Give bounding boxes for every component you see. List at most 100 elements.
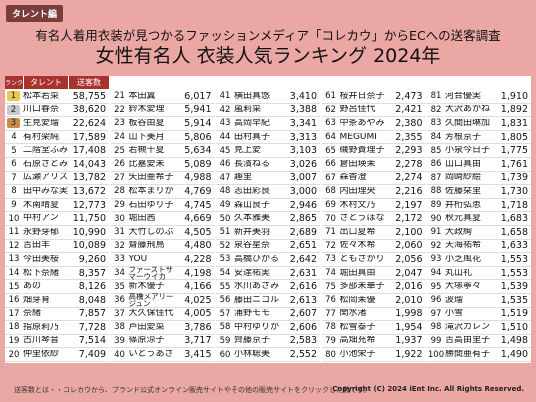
count: 3,103 bbox=[289, 145, 317, 157]
talent-name: 中条あやみ bbox=[339, 118, 385, 128]
talent-name: 二階堂ふみ bbox=[23, 146, 68, 156]
talent-name: 大久保佳代子 bbox=[128, 309, 174, 319]
table-row: 79 高畑充希 1,937 bbox=[321, 335, 426, 349]
count: 2,651 bbox=[289, 240, 317, 252]
rank: 32 bbox=[114, 240, 125, 251]
table-row: 42 嵐莉菜 3,388 bbox=[216, 104, 320, 118]
table-row: 91 大政絢 1,658 bbox=[427, 226, 531, 240]
table-row: 73ともさかりえ 2,056 bbox=[321, 253, 426, 267]
rank: 47 bbox=[219, 172, 231, 183]
rank: 48 bbox=[219, 186, 231, 197]
rank: 74 bbox=[325, 268, 336, 279]
table-row: 46 長濱ねる 3,026 bbox=[216, 158, 320, 172]
rank: 9 bbox=[11, 200, 17, 211]
count: 4,480 bbox=[184, 240, 212, 252]
rank: 68 bbox=[325, 186, 336, 197]
count: 13,672 bbox=[72, 185, 106, 197]
talent-name: 高岡早紀 bbox=[234, 118, 271, 128]
talent-name: 滝沢カレン bbox=[445, 322, 490, 332]
count: 5,914 bbox=[184, 117, 212, 129]
count: 1,775 bbox=[500, 145, 528, 157]
rank: 84 bbox=[430, 132, 442, 143]
rank: 41 bbox=[219, 91, 231, 102]
table-row: 10 中村アン 11,750 bbox=[5, 212, 109, 226]
rank: 33 bbox=[114, 254, 125, 265]
count: 8,126 bbox=[78, 281, 106, 293]
table-row: 66 倉田瑛茉 2,278 bbox=[321, 158, 426, 172]
talent-name: 矢田亜希子 bbox=[128, 173, 174, 183]
talent-name: 倉田瑛茉 bbox=[339, 159, 376, 169]
talent-name: 横田真悠 bbox=[234, 91, 271, 101]
rank: 44 bbox=[219, 132, 231, 143]
count: 4,745 bbox=[184, 199, 212, 211]
table-row: 50 久本雅美 2,865 bbox=[216, 212, 320, 226]
talent-name: 見上愛 bbox=[234, 146, 262, 156]
count: 3,717 bbox=[184, 335, 212, 347]
talent-name: 比嘉愛未 bbox=[128, 159, 165, 169]
rank: 54 bbox=[219, 268, 231, 279]
table-row: 5 二階堂ふみ 17,408 bbox=[5, 144, 109, 158]
count: 1,490 bbox=[500, 349, 528, 361]
table-row: 60 小林聡美 2,552 bbox=[216, 348, 320, 362]
count: 2,421 bbox=[395, 104, 423, 116]
talent-name: 高畑充希 bbox=[339, 336, 376, 346]
table-row: 99 吉高由里子 1,498 bbox=[427, 335, 531, 349]
rank: 12 bbox=[8, 240, 20, 251]
rank: 63 bbox=[325, 118, 336, 129]
table-row: 40いとうあさこ 3,415 bbox=[110, 348, 215, 362]
table-row: 98 滝沢カレン 1,510 bbox=[427, 321, 531, 335]
rank: 31 bbox=[114, 227, 125, 238]
rank: 91 bbox=[430, 227, 442, 238]
talent-name: ともさかりえ bbox=[339, 254, 385, 264]
count: 10,990 bbox=[72, 226, 106, 238]
rank: 86 bbox=[430, 159, 442, 170]
count: 4,005 bbox=[184, 308, 212, 320]
table-row: 39 篠原涼子 3,717 bbox=[110, 335, 215, 349]
count: 4,228 bbox=[184, 253, 212, 265]
table-row: 90 秋元真夏 1,683 bbox=[427, 212, 531, 226]
talent-name: 吉田羊 bbox=[23, 241, 51, 251]
count: 2,607 bbox=[289, 308, 317, 320]
rank: 75 bbox=[325, 281, 336, 292]
table-row: 33 YOU 4,228 bbox=[110, 253, 215, 267]
talent-name: 山下美月 bbox=[128, 132, 165, 142]
talent-name: 多部未華子 bbox=[339, 282, 385, 292]
rank: 82 bbox=[430, 104, 442, 115]
count: 4,769 bbox=[184, 185, 212, 197]
talent-name: さとうほなみ bbox=[339, 214, 385, 224]
talent-name: 大政絢 bbox=[445, 227, 473, 237]
rank: 13 bbox=[8, 254, 20, 265]
table-row: 29 石田ゆり子 4,745 bbox=[110, 199, 215, 213]
talent-name: 磯野貴理子 bbox=[339, 146, 385, 156]
table-row: 30 堀田茜 4,669 bbox=[110, 212, 215, 226]
talent-name: 齊藤京子 bbox=[234, 336, 271, 346]
count: 17,408 bbox=[72, 145, 106, 157]
talent-name: 木村文乃 bbox=[339, 200, 376, 210]
count: 2,606 bbox=[289, 321, 317, 333]
rank: 62 bbox=[325, 104, 336, 115]
count: 5,089 bbox=[184, 158, 212, 170]
table-row: 36 高橋メアリージュン 4,025 bbox=[110, 293, 215, 308]
table-row: 65 磯野貴理子 2,293 bbox=[321, 144, 426, 158]
table-row: 14 松下奈緒 8,357 bbox=[5, 267, 109, 281]
talent-name: 篠原涼子 bbox=[128, 336, 165, 346]
rank: 93 bbox=[430, 254, 442, 265]
rank: 83 bbox=[430, 118, 442, 129]
rank: 45 bbox=[219, 145, 231, 156]
talent-name: 松下奈緒 bbox=[23, 268, 60, 278]
talent-name: 佐々木希 bbox=[339, 241, 376, 251]
table-row: 75 多部未華子 2,016 bbox=[321, 280, 426, 294]
count: 2,047 bbox=[395, 267, 423, 279]
count: 3,313 bbox=[289, 131, 317, 143]
count: 7,857 bbox=[78, 308, 106, 320]
rank: 96 bbox=[430, 295, 442, 306]
talent-name: 木南晴夏 bbox=[23, 200, 60, 210]
count: 1,922 bbox=[395, 349, 423, 361]
talent-name: 中村ゆりか bbox=[234, 322, 279, 332]
table-row: 17 奈緒 7,857 bbox=[5, 308, 109, 322]
talent-name: 堀田茜 bbox=[128, 214, 156, 224]
count: 38,620 bbox=[72, 104, 106, 116]
talent-name: 田村真子 bbox=[234, 132, 271, 142]
table-column: 1 松本若菜 58,755 2 川口春奈 38,620 3 生見愛瑠 22,624 4 有村架純 17… bbox=[5, 90, 109, 362]
